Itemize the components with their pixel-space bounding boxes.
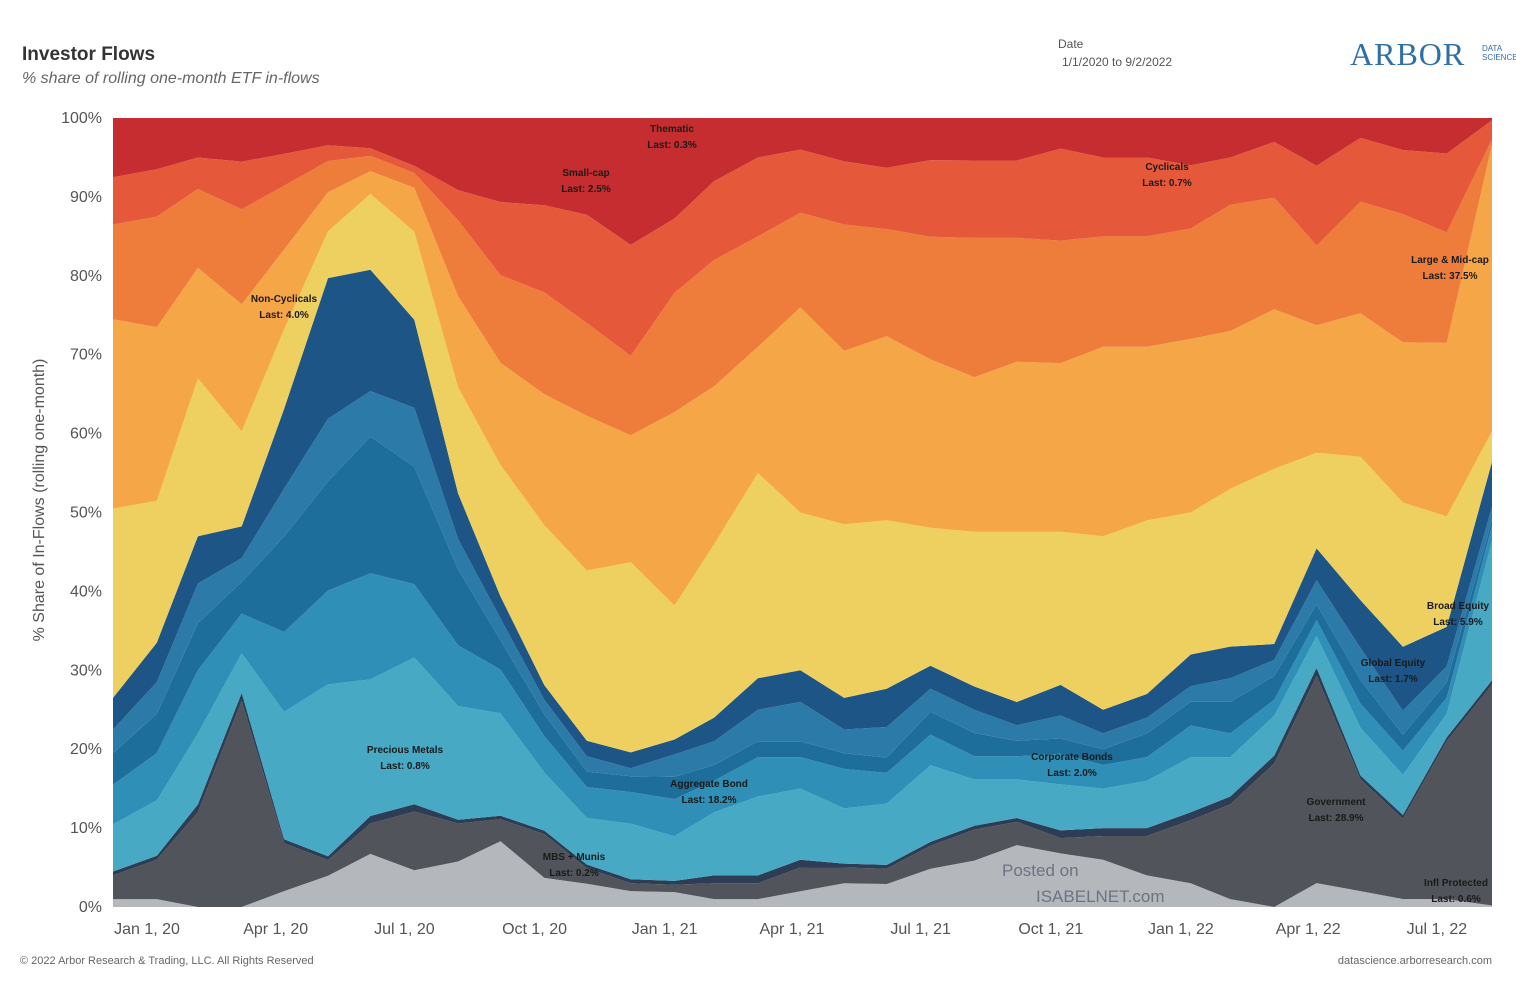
chart-subtitle: % share of rolling one-month ETF in-flow… [22,70,320,87]
annotation-government-name: Government [1307,797,1367,808]
area-small-cap[interactable] [113,120,1492,356]
arbor-logo: ARBOR DATA SCIENCE [1350,36,1516,76]
x-tick-label: Oct 1, 21 [1018,921,1083,938]
y-tick-label: 100% [61,110,102,127]
watermark-line-2: ISABELNET.com [1036,887,1165,906]
y-tick-label: 20% [70,741,102,758]
annotation-corporate-bonds-last: Last: 2.0% [1047,768,1097,779]
annotation-thematic-last: Last: 0.3% [647,140,697,151]
annotation-broad-equity-name: Broad Equity [1427,601,1490,612]
area-large-mid-cap[interactable] [113,144,1492,606]
y-tick-label: 40% [70,583,102,600]
annotation-non-cyclicals-last: Last: 4.0% [259,310,309,321]
y-tick-label: 60% [70,426,102,443]
annotation-mbs-munis-last: Last: 0.2% [549,868,599,879]
area-government[interactable] [113,675,1492,907]
annotation-cyclicals-last: Last: 0.7% [1142,178,1192,189]
annotation-government-last: Last: 28.9% [1308,813,1363,824]
annotation-infl-protected-last: Last: 0.6% [1431,894,1481,905]
logo-subtext: DATA SCIENCE [1482,44,1516,62]
annotation-broad-equity-last: Last: 5.9% [1433,617,1483,628]
area-series-group [113,118,1492,907]
area-mbs-munis[interactable] [113,841,1492,907]
annotation-corporate-bonds-name: Corporate Bonds [1031,752,1113,763]
area-thematic[interactable] [113,118,1492,245]
annotation-cyclicals-name: Cyclicals [1145,162,1189,173]
date-filter-value[interactable]: 1/1/2020 to 9/2/2022 [1062,55,1173,69]
watermark-line-1: Posted on [1002,861,1079,880]
x-axis: Jan 1, 20 Apr 1, 20 Jul 1, 20 Oct 1, 20 Jan … [114,921,1467,938]
x-tick-label: Apr 1, 20 [243,921,308,938]
annotation-precious-metals-last: Last: 0.8% [380,761,430,772]
y-tick-label: 50% [70,505,102,522]
chart-title: Investor Flows [22,44,156,65]
y-tick-label: 0% [79,899,102,916]
logo-sub-line-1: DATA [1482,44,1503,53]
annotation-small-cap-last: Last: 2.5% [561,184,611,195]
y-tick-label: 10% [70,820,102,837]
date-filter-label: Date [1058,37,1084,51]
y-tick-label: 80% [70,268,102,285]
annotation-aggregate-bond-last: Last: 18.2% [681,795,736,806]
area-aggregate-bond[interactable] [113,541,1492,881]
annotation-global-equity-name: Global Equity [1361,658,1426,669]
x-tick-label: Jan 1, 22 [1148,921,1214,938]
x-tick-label: Apr 1, 22 [1276,921,1341,938]
x-tick-label: Jul 1, 22 [1407,921,1468,938]
y-axis-title: % Share of In-Flows (rolling one-month) [31,359,48,642]
x-tick-label: Apr 1, 21 [759,921,824,938]
y-axis: 0% 10% 20% 30% 40% 50% 60% 70% 80% 90% 100% [61,110,102,916]
x-tick-label: Jan 1, 20 [114,921,180,938]
area-cyclicals[interactable] [113,139,1492,436]
annotation-mbs-munis-name: MBS + Munis [543,852,606,863]
annotation-aggregate-bond-name: Aggregate Bond [670,779,748,790]
x-tick-label: Oct 1, 20 [502,921,567,938]
annotation-large-mid-cap-last: Last: 37.5% [1422,271,1477,282]
annotation-global-equity-last: Last: 1.7% [1368,674,1418,685]
annotation-thematic-name: Thematic [650,124,694,135]
x-tick-label: Jan 1, 21 [632,921,698,938]
annotation-precious-metals-name: Precious Metals [367,745,444,756]
x-tick-label: Jul 1, 21 [890,921,951,938]
area-non-cyclicals[interactable] [113,193,1492,753]
annotation-non-cyclicals-name: Non-Cyclicals [251,294,318,305]
series-annotations: MBS + Munis Last: 0.2% Government Last: 28.… [251,124,1490,905]
annotation-infl-protected-name: Infl Protected [1424,878,1488,889]
y-tick-label: 30% [70,662,102,679]
annotation-large-mid-cap-name: Large & Mid-cap [1411,255,1489,266]
logo-text: ARBOR [1350,36,1466,72]
y-tick-label: 90% [70,189,102,206]
area-infl-protected[interactable] [113,667,1492,885]
copyright-text: © 2022 Arbor Research & Trading, LLC. Al… [20,955,314,967]
y-tick-label: 70% [70,347,102,364]
x-tick-label: Jul 1, 20 [374,921,435,938]
area-corporate-bonds[interactable] [113,525,1492,837]
logo-sub-line-2: SCIENCE [1482,53,1516,62]
source-link[interactable]: datascience.arborresearch.com [1337,955,1492,967]
annotation-small-cap-name: Small-cap [562,168,609,179]
